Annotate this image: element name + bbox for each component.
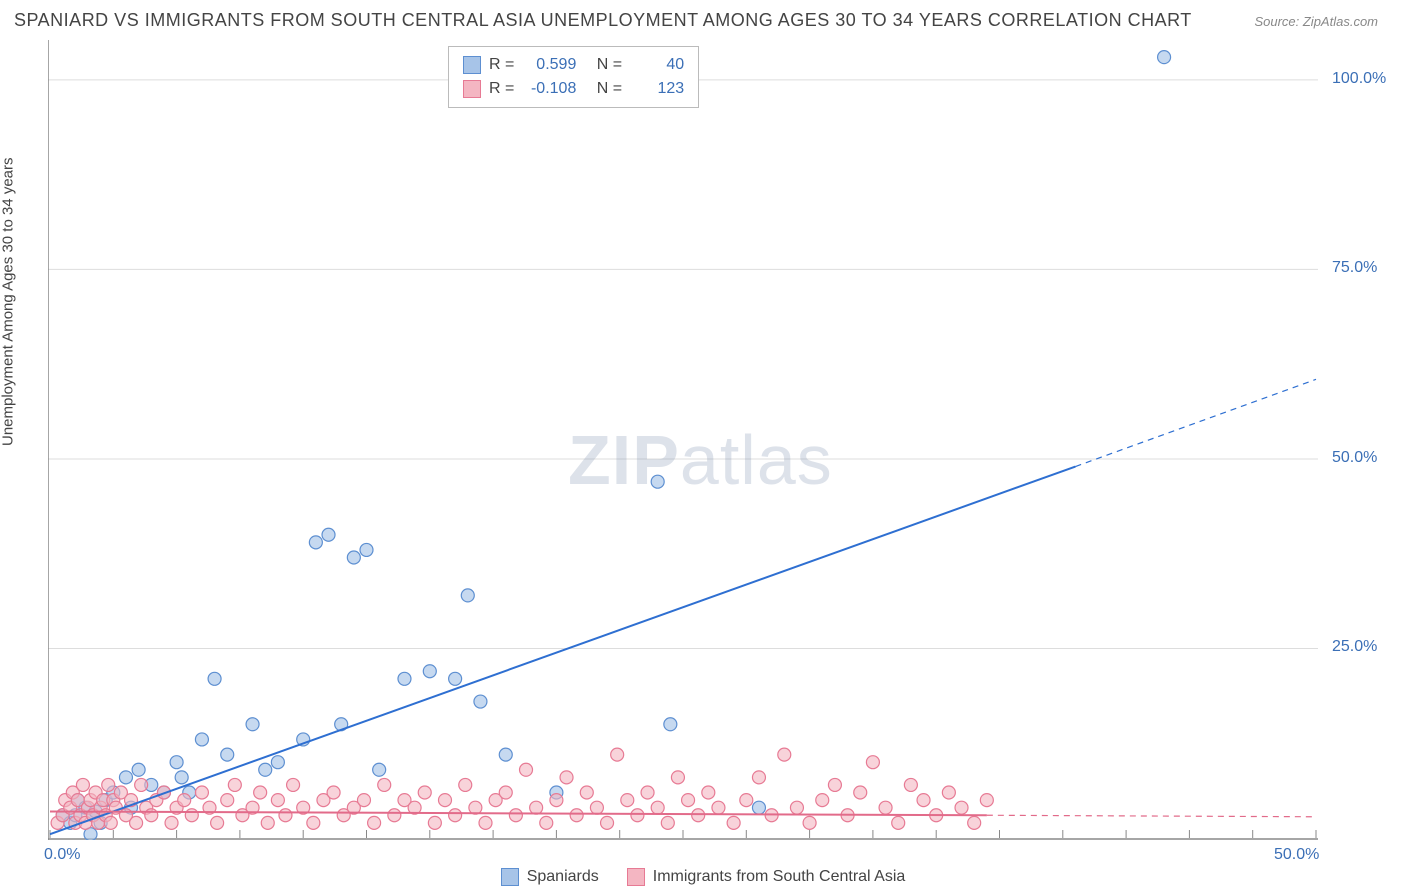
source-attribution: Source: ZipAtlas.com: [1254, 14, 1378, 29]
bottom-legend: Spaniards Immigrants from South Central …: [0, 868, 1406, 886]
y-tick-label: 75.0%: [1332, 259, 1377, 277]
r-value: 0.599: [522, 53, 576, 77]
y-axis-label: Unemployment Among Ages 30 to 34 years: [0, 157, 17, 446]
legend-label: Spaniards: [527, 868, 599, 886]
legend-item-immigrants: Immigrants from South Central Asia: [627, 868, 906, 886]
y-tick-label: 25.0%: [1332, 638, 1377, 656]
n-value: 40: [630, 53, 684, 77]
chart-plot-area: ZIPatlas R = 0.599 N = 40 R = -0.108 N =…: [48, 40, 1318, 840]
chart-title: SPANIARD VS IMMIGRANTS FROM SOUTH CENTRA…: [14, 10, 1192, 31]
y-tick-label: 50.0%: [1332, 449, 1377, 467]
r-label: R =: [489, 77, 514, 101]
n-label: N =: [597, 77, 622, 101]
stats-row-immigrants: R = -0.108 N = 123: [463, 77, 684, 101]
swatch-icon: [463, 56, 481, 74]
scatter-plot-svg: [48, 40, 1318, 840]
x-tick-label: 50.0%: [1274, 846, 1319, 864]
r-value: -0.108: [522, 77, 576, 101]
y-tick-label: 100.0%: [1332, 70, 1386, 88]
swatch-icon: [627, 868, 645, 886]
x-tick-label: 0.0%: [44, 846, 80, 864]
legend-label: Immigrants from South Central Asia: [653, 868, 906, 886]
swatch-icon: [463, 80, 481, 98]
swatch-icon: [501, 868, 519, 886]
n-value: 123: [630, 77, 684, 101]
n-label: N =: [597, 53, 622, 77]
legend-item-spaniards: Spaniards: [501, 868, 599, 886]
stats-row-spaniards: R = 0.599 N = 40: [463, 53, 684, 77]
correlation-stats-box: R = 0.599 N = 40 R = -0.108 N = 123: [448, 46, 699, 108]
r-label: R =: [489, 53, 514, 77]
